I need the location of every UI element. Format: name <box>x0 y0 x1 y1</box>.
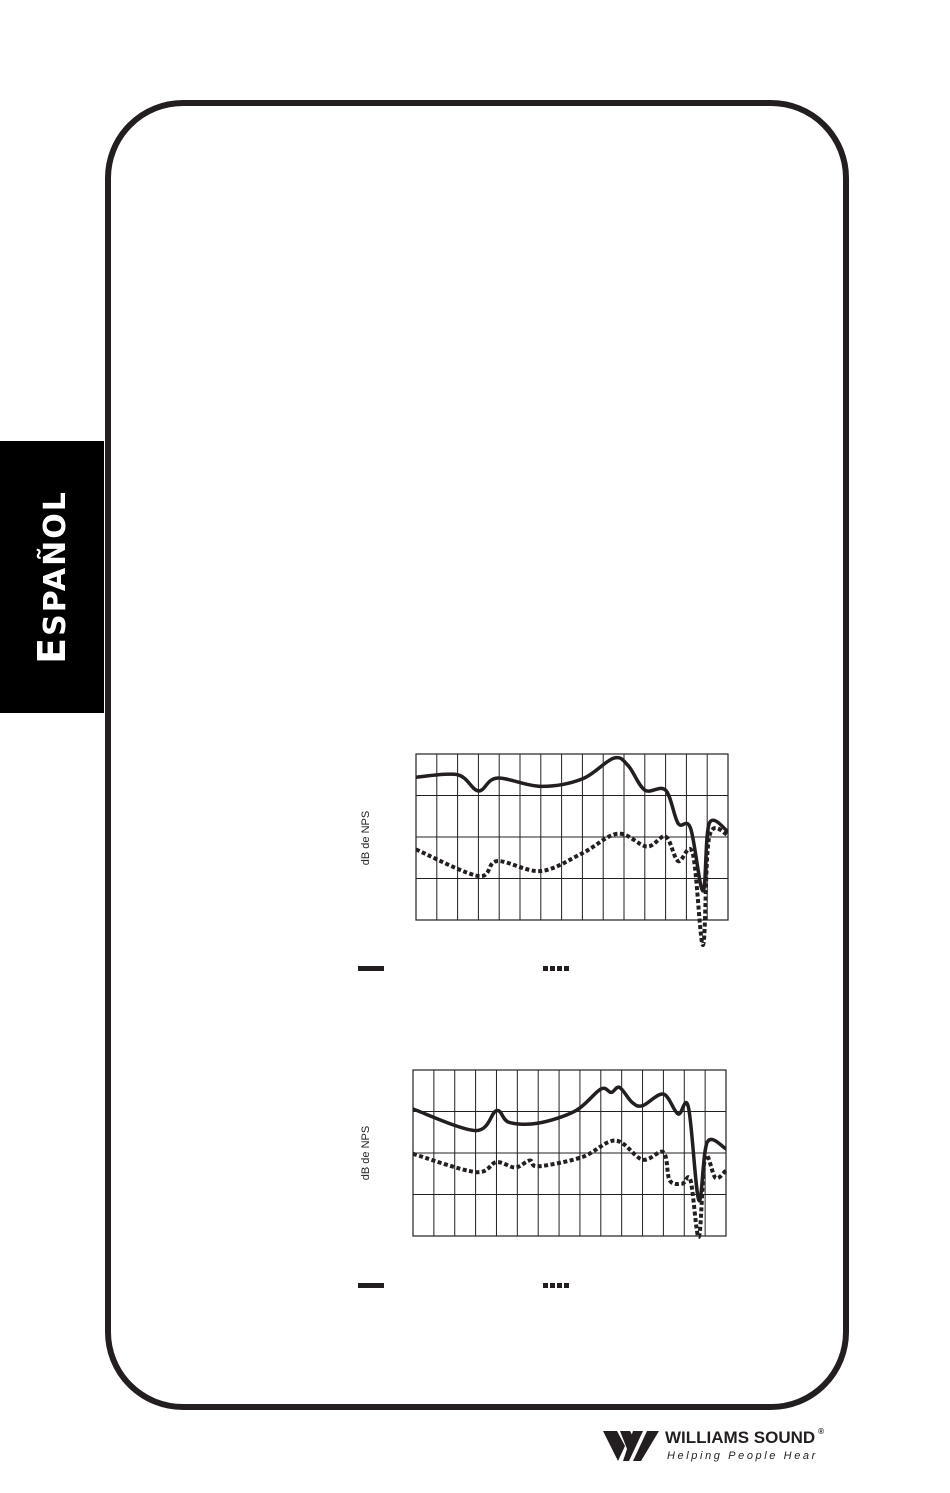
logo-name-text: WILLIAMS SOUND <box>665 1428 816 1447</box>
chart1-legend-solid-swatch <box>358 966 384 971</box>
plot-frame <box>415 753 729 921</box>
language-initial: E <box>30 635 74 664</box>
chart1-legend-dotted-swatch <box>543 966 570 971</box>
language-rest: SPAÑOL <box>38 490 73 636</box>
series-dotted-line <box>412 1138 728 1239</box>
page-border-frame <box>105 100 849 1410</box>
chart2-frequency-response <box>412 1069 728 1239</box>
series-dotted-line <box>415 826 729 947</box>
williams-sound-logo: WILLIAMS SOUND ® Helping People Hear <box>603 1428 853 1468</box>
chart2-ylabel: dB de NPS <box>360 1125 372 1181</box>
chart1-ylabel: dB de NPS <box>360 810 372 866</box>
language-tab: ESPAÑOL <box>0 441 104 713</box>
series-solid-line <box>412 1085 727 1203</box>
logo-mark-icon <box>603 1431 659 1461</box>
registered-mark: ® <box>818 1427 825 1436</box>
logo-tagline: Helping People Hear <box>667 1450 818 1462</box>
chart1-frequency-response <box>415 753 730 947</box>
chart2-legend-solid-swatch <box>358 1283 384 1288</box>
series-solid-line <box>415 755 730 893</box>
plot-frame <box>412 1069 727 1237</box>
logo-name: WILLIAMS SOUND ® <box>665 1427 825 1448</box>
language-tab-label: ESPAÑOL <box>30 490 74 664</box>
chart2-legend-dotted-swatch <box>543 1283 570 1288</box>
